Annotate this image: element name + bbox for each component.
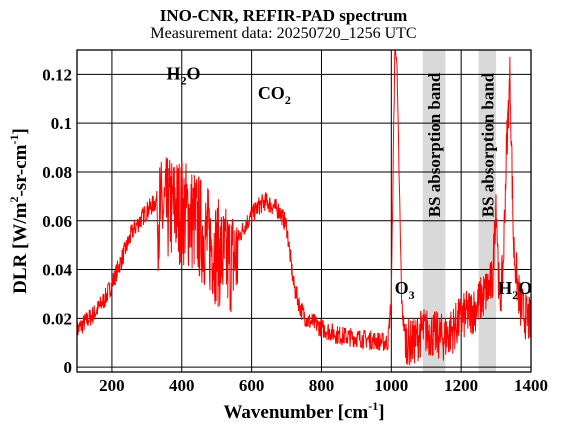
y-axis-title-sup1: 2 xyxy=(7,197,21,203)
y-tick-label: 0.04 xyxy=(42,261,72,280)
band-label: BS absorption band xyxy=(478,72,497,217)
y-tick-label: 0.06 xyxy=(42,212,72,231)
series-layer xyxy=(76,49,532,366)
spectrum-line xyxy=(76,49,532,366)
x-tick-label: 1200 xyxy=(444,376,478,395)
x-axis-title: Wavenumber [cm-1] xyxy=(223,399,384,423)
x-tick-label: 600 xyxy=(239,376,265,395)
x-tick-label: 1000 xyxy=(374,376,408,395)
x-tick-label: 800 xyxy=(309,376,335,395)
band-label: BS absorption band xyxy=(425,72,444,217)
x-axis-title-end: ] xyxy=(378,402,384,423)
x-axis-title-sup: -1 xyxy=(368,399,378,413)
plot-frame xyxy=(76,49,532,373)
y-axis-title-end: ] xyxy=(10,128,31,134)
y-tick-label: 0.12 xyxy=(42,65,72,84)
y-tick-label: 0 xyxy=(64,358,73,377)
y-tick-label: 0.08 xyxy=(42,163,72,182)
x-tick-label: 1400 xyxy=(514,376,548,395)
annotation-label: H2O xyxy=(498,278,532,302)
annotation-label: H2O xyxy=(166,63,200,87)
absorption-band xyxy=(422,50,446,372)
x-tick-label: 400 xyxy=(169,376,195,395)
y-axis-title-sup2: -1 xyxy=(7,134,21,144)
y-axis-title-main: DLR [W/m xyxy=(10,202,31,293)
annotation-label: O3 xyxy=(395,278,415,302)
y-axis-title-mid: -sr-cm xyxy=(10,144,31,196)
y-axis-title: DLR [W/m2-sr-cm-1] xyxy=(7,128,31,294)
y-tick-label: 0.1 xyxy=(51,114,72,133)
annotations: H2O CO2 O3 H2O xyxy=(166,63,532,302)
x-tick-label: 200 xyxy=(99,376,125,395)
band-labels: BS absorption band BS absorption band xyxy=(425,72,497,217)
annotation-label: CO2 xyxy=(258,83,291,107)
chart-title: INO-CNR, REFIR-PAD spectrum xyxy=(159,6,408,25)
y-tick-label: 0.02 xyxy=(42,309,72,328)
chart-subtitle: Measurement data: 20250720_1256 UTC xyxy=(150,25,417,42)
x-axis-title-main: Wavenumber [cm xyxy=(223,402,368,423)
axis-ticks: 200 400 600 800 1000 1200 1400 0 0.02 0.04 0.06 0.0… xyxy=(42,65,548,395)
